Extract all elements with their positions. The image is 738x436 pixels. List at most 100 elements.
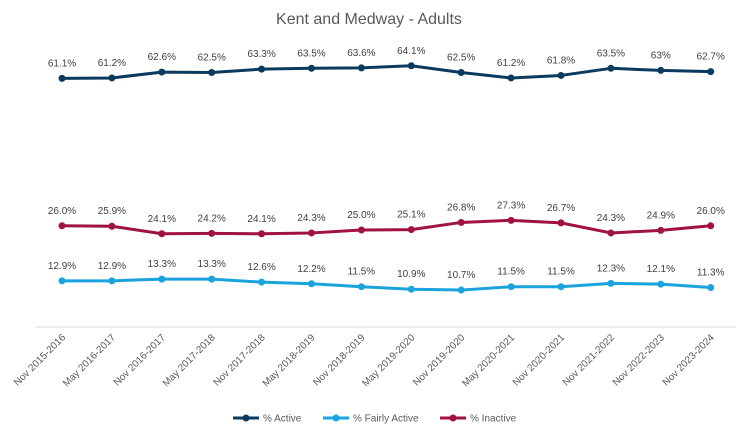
data-label-active: 63.3% [247, 49, 275, 60]
data-point-fairly-active [258, 278, 266, 286]
data-point-active [557, 71, 565, 79]
data-point-inactive [208, 229, 216, 237]
data-label-fairly-active: 12.9% [98, 261, 126, 272]
data-label-inactive: 25.9% [98, 206, 126, 217]
legend-marker-fairly-active [332, 414, 340, 422]
data-point-fairly-active [457, 286, 465, 294]
data-point-active [158, 68, 166, 76]
data-label-inactive: 26.7% [547, 203, 575, 214]
data-point-fairly-active [657, 280, 665, 288]
x-tick-label: Nov 2022-2023 [611, 332, 667, 388]
x-tick-label: Nov 2017-2018 [212, 332, 268, 388]
data-point-inactive [657, 226, 665, 234]
legend-marker-inactive [449, 414, 457, 422]
data-point-fairly-active [707, 284, 715, 292]
data-point-active [208, 69, 216, 76]
data-point-active [407, 62, 415, 70]
data-label-fairly-active: 11.5% [497, 267, 525, 278]
data-label-active: 64.1% [397, 46, 425, 57]
legend-label-active: % Active [263, 414, 302, 425]
series-line-active [61, 64, 711, 80]
data-label-active: 62.5% [198, 53, 226, 64]
data-point-active [308, 64, 315, 72]
data-point-inactive [407, 226, 415, 234]
data-label-fairly-active: 12.9% [48, 261, 76, 272]
data-label-active: 63.5% [297, 48, 325, 59]
x-tick-label: Nov 2015-2016 [12, 332, 68, 388]
legend-label-inactive: % Inactive [470, 414, 517, 425]
data-label-active: 63.6% [347, 48, 375, 59]
data-label-inactive: 24.9% [647, 210, 675, 221]
data-point-fairly-active [357, 283, 365, 291]
data-label-fairly-active: 12.2% [297, 264, 325, 275]
data-point-active [58, 74, 66, 82]
data-label-fairly-active: 11.5% [348, 267, 376, 278]
data-label-active: 62.6% [148, 52, 176, 63]
data-point-inactive [258, 230, 266, 238]
x-tick-label: Nov 2021-2022 [561, 332, 617, 388]
data-label-active: 61.2% [497, 58, 525, 69]
data-point-active [108, 74, 116, 82]
data-label-active: 62.5% [447, 53, 475, 64]
x-tick-label: May 2018-2019 [261, 332, 318, 389]
data-label-fairly-active: 12.1% [647, 264, 675, 275]
data-point-inactive [58, 222, 66, 230]
data-point-fairly-active [557, 283, 565, 291]
x-tick-label: May 2017-2018 [161, 332, 218, 389]
data-label-inactive: 25.1% [397, 210, 425, 221]
data-point-inactive [707, 222, 715, 230]
x-tick-label: Nov 2016-2017 [112, 332, 168, 388]
data-label-fairly-active: 12.6% [247, 262, 275, 273]
x-tick-label: Nov 2018-2019 [311, 332, 367, 388]
data-label-active: 63.5% [597, 48, 625, 59]
legend: % Active % Fairly Active % Inactive [233, 414, 517, 425]
data-label-fairly-active: 12.3% [597, 263, 625, 274]
data-label-active: 61.1% [48, 58, 76, 69]
x-tick-label: May 2016-2017 [61, 332, 118, 389]
series-layer [58, 62, 715, 294]
x-tick-label: Nov 2023-2024 [661, 332, 717, 388]
x-tick-label: Nov 2020-2021 [511, 332, 567, 388]
data-point-active [507, 74, 515, 82]
chart-title: Kent and Medway - Adults [276, 11, 462, 28]
data-label-inactive: 25.0% [347, 210, 375, 221]
data-point-inactive [158, 230, 166, 238]
data-point-active [607, 64, 615, 72]
data-point-active [258, 65, 266, 73]
data-label-inactive: 24.1% [247, 214, 275, 225]
data-point-inactive [308, 229, 315, 237]
data-point-fairly-active [507, 283, 515, 291]
legend-label-fairly-active: % Fairly Active [353, 414, 419, 425]
data-label-inactive: 24.3% [297, 213, 325, 224]
data-point-active [357, 64, 365, 72]
x-tick-label: May 2019-2020 [360, 332, 417, 389]
data-label-inactive: 26.0% [697, 206, 725, 217]
data-label-inactive: 24.2% [198, 213, 226, 224]
data-point-inactive [607, 229, 615, 237]
data-point-fairly-active [158, 275, 166, 283]
data-point-inactive [108, 222, 116, 230]
data-point-fairly-active [108, 277, 116, 285]
data-point-inactive [507, 216, 515, 224]
x-tick-label: May 2020-2021 [460, 332, 517, 389]
data-point-fairly-active [58, 277, 66, 285]
data-label-inactive: 24.3% [597, 213, 625, 224]
data-label-fairly-active: 13.3% [198, 259, 226, 270]
data-label-inactive: 26.0% [48, 206, 76, 217]
data-point-fairly-active [208, 275, 216, 283]
data-label-inactive: 26.8% [447, 202, 475, 213]
series-line-inactive [61, 218, 711, 236]
data-label-active: 61.2% [98, 58, 126, 69]
data-point-fairly-active [607, 279, 615, 287]
data-label-fairly-active: 10.7% [447, 270, 475, 281]
data-point-inactive [457, 218, 465, 226]
data-point-active [707, 68, 715, 76]
x-tick-label: Nov 2019-2020 [411, 332, 467, 388]
data-label-active: 62.7% [697, 52, 725, 63]
series-line-fairly-active [62, 277, 711, 292]
data-label-fairly-active: 11.5% [547, 267, 575, 278]
data-label-fairly-active: 10.9% [397, 269, 425, 280]
